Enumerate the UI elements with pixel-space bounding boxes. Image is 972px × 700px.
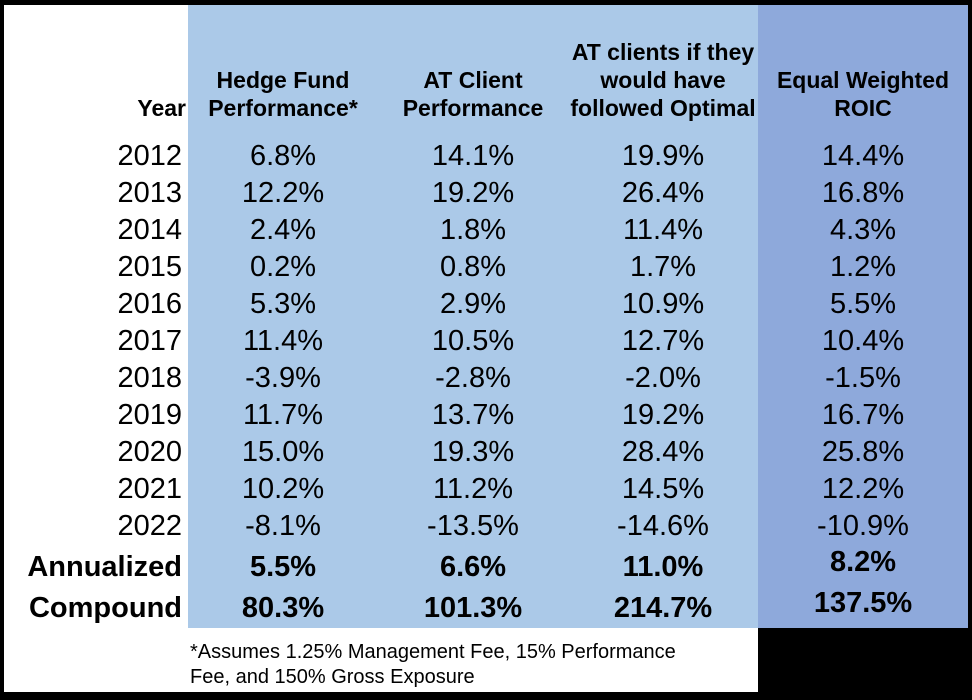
value-cell-equal-weighted-roic: 10.4%	[821, 325, 905, 357]
year-cell: 2020	[117, 436, 182, 468]
value-cell-at-client: 0.8%	[439, 251, 507, 283]
column-header-at-client-performance: AT Client Performance	[402, 67, 544, 121]
value-cell-at-optimal: 14.5%	[621, 473, 705, 505]
performance-table: Year Hedge Fund Performance* AT Client P…	[4, 5, 968, 628]
value-cell-equal-weighted-roic: 5.5%	[829, 288, 897, 320]
year-cell: 2017	[117, 325, 182, 357]
column-header-equal-weighted-roic: Equal Weighted ROIC	[776, 67, 950, 121]
value-cell-at-optimal: 214.7%	[613, 592, 713, 624]
value-cell-at-optimal: 10.9%	[621, 288, 705, 320]
value-cell-hedge-fund: 12.2%	[241, 177, 325, 209]
value-cell-at-optimal: -14.6%	[617, 510, 709, 542]
value-cell-equal-weighted-roic: 1.2%	[829, 251, 897, 283]
value-cell-at-client: 14.1%	[431, 140, 515, 172]
value-cell-at-optimal: 19.9%	[621, 140, 705, 172]
year-cell: 2013	[117, 177, 182, 209]
value-cell-at-optimal: 19.2%	[621, 399, 705, 431]
value-cell-equal-weighted-roic: -1.5%	[825, 362, 901, 394]
year-cell: 2022	[117, 510, 182, 542]
value-cell-hedge-fund: 0.2%	[249, 251, 317, 283]
column-header-at-clients-optimal: AT clients if they would have followed O…	[570, 39, 756, 121]
column-header-hedge-fund-performance: Hedge Fund Performance*	[208, 67, 358, 121]
table-row: 2022 -8.1% -13.5% -14.6% -10.9%	[4, 508, 968, 545]
value-cell-at-client: -2.8%	[435, 362, 511, 394]
value-cell-equal-weighted-roic: 25.8%	[821, 436, 905, 468]
value-cell-hedge-fund: 5.3%	[249, 288, 317, 320]
value-cell-at-client: 19.2%	[431, 177, 515, 209]
value-cell-at-client: 10.5%	[431, 325, 515, 357]
value-cell-at-client: -13.5%	[427, 510, 519, 542]
value-cell-at-optimal: -2.0%	[625, 362, 701, 394]
value-cell-at-optimal: 12.7%	[621, 325, 705, 357]
value-cell-at-optimal: 11.0%	[622, 550, 704, 583]
year-cell: 2018	[117, 362, 182, 394]
value-cell-at-optimal: 26.4%	[621, 177, 705, 209]
value-cell-hedge-fund: 15.0%	[241, 436, 325, 468]
value-cell-at-optimal: 28.4%	[621, 436, 705, 468]
year-cell: 2012	[117, 140, 182, 172]
table-body: 2012 6.8% 14.1% 19.9% 14.4% 2013 12.2% 1…	[4, 138, 968, 628]
column-header-year: Year	[137, 95, 186, 121]
equal-weighted-roic-column-background	[758, 5, 968, 628]
value-cell-hedge-fund: 2.4%	[249, 214, 317, 246]
year-cell: Compound	[28, 592, 182, 624]
value-cell-equal-weighted-roic: 4.3%	[829, 214, 897, 246]
table-row: 2012 6.8% 14.1% 19.9% 14.4%	[4, 138, 968, 175]
year-cell: 2016	[117, 288, 182, 320]
table-row: 2020 15.0% 19.3% 28.4% 25.8%	[4, 434, 968, 471]
value-cell-at-optimal: 11.4%	[622, 214, 704, 246]
value-cell-equal-weighted-roic: 12.2%	[821, 473, 905, 505]
value-cell-at-client: 19.3%	[431, 436, 515, 468]
footnote: *Assumes 1.25% Management Fee, 15% Perfo…	[190, 641, 676, 688]
value-cell-hedge-fund: -8.1%	[245, 510, 321, 542]
value-cell-hedge-fund: 5.5%	[249, 550, 317, 583]
table-row: 2013 12.2% 19.2% 26.4% 16.8%	[4, 175, 968, 212]
value-cell-hedge-fund: 11.7%	[242, 399, 324, 431]
value-cell-equal-weighted-roic: -10.9%	[817, 510, 909, 542]
table-row: 2015 0.2% 0.8% 1.7% 1.2%	[4, 249, 968, 286]
table-row: 2014 2.4% 1.8% 11.4% 4.3%	[4, 212, 968, 249]
table-row: 2018 -3.9% -2.8% -2.0% -1.5%	[4, 360, 968, 397]
value-cell-at-client: 1.8%	[439, 214, 507, 246]
value-cell-at-client: 101.3%	[423, 592, 523, 624]
value-cell-at-client: 11.2%	[432, 473, 514, 505]
table-header-row: Year Hedge Fund Performance* AT Client P…	[4, 5, 968, 138]
footnote-background	[188, 628, 758, 692]
value-cell-hedge-fund: 6.8%	[249, 140, 317, 172]
value-cell-at-client: 13.7%	[431, 399, 515, 431]
year-cell: 2014	[117, 214, 182, 246]
value-cell-hedge-fund: -3.9%	[245, 362, 321, 394]
value-cell-equal-weighted-roic: 14.4%	[821, 140, 905, 172]
black-box	[758, 628, 968, 692]
value-cell-at-client: 2.9%	[439, 288, 507, 320]
value-cell-hedge-fund: 11.4%	[242, 325, 324, 357]
value-cell-equal-weighted-roic: 137.5%	[813, 587, 913, 619]
value-cell-equal-weighted-roic: 16.8%	[821, 177, 905, 209]
light-blue-columns-background	[188, 5, 758, 628]
year-cell: Annualized	[27, 550, 182, 583]
value-cell-equal-weighted-roic: 16.7%	[821, 399, 905, 431]
value-cell-at-client: 6.6%	[439, 550, 507, 583]
year-cell: 2021	[117, 473, 182, 505]
table-row: 2016 5.3% 2.9% 10.9% 5.5%	[4, 286, 968, 323]
table-row: 2019 11.7% 13.7% 19.2% 16.7%	[4, 397, 968, 434]
year-cell: 2015	[117, 251, 182, 283]
table-row: Compound 80.3% 101.3% 214.7% 137.5%	[4, 587, 968, 628]
value-cell-equal-weighted-roic: 8.2%	[829, 545, 897, 578]
value-cell-hedge-fund: 10.2%	[241, 473, 325, 505]
value-cell-hedge-fund: 80.3%	[241, 592, 325, 624]
year-cell: 2019	[117, 399, 182, 431]
year-column-background	[4, 5, 188, 692]
value-cell-at-optimal: 1.7%	[629, 251, 697, 283]
table-row: 2017 11.4% 10.5% 12.7% 10.4%	[4, 323, 968, 360]
table-row: 2021 10.2% 11.2% 14.5% 12.2%	[4, 471, 968, 508]
table-row: Annualized 5.5% 6.6% 11.0% 8.2%	[4, 545, 968, 589]
